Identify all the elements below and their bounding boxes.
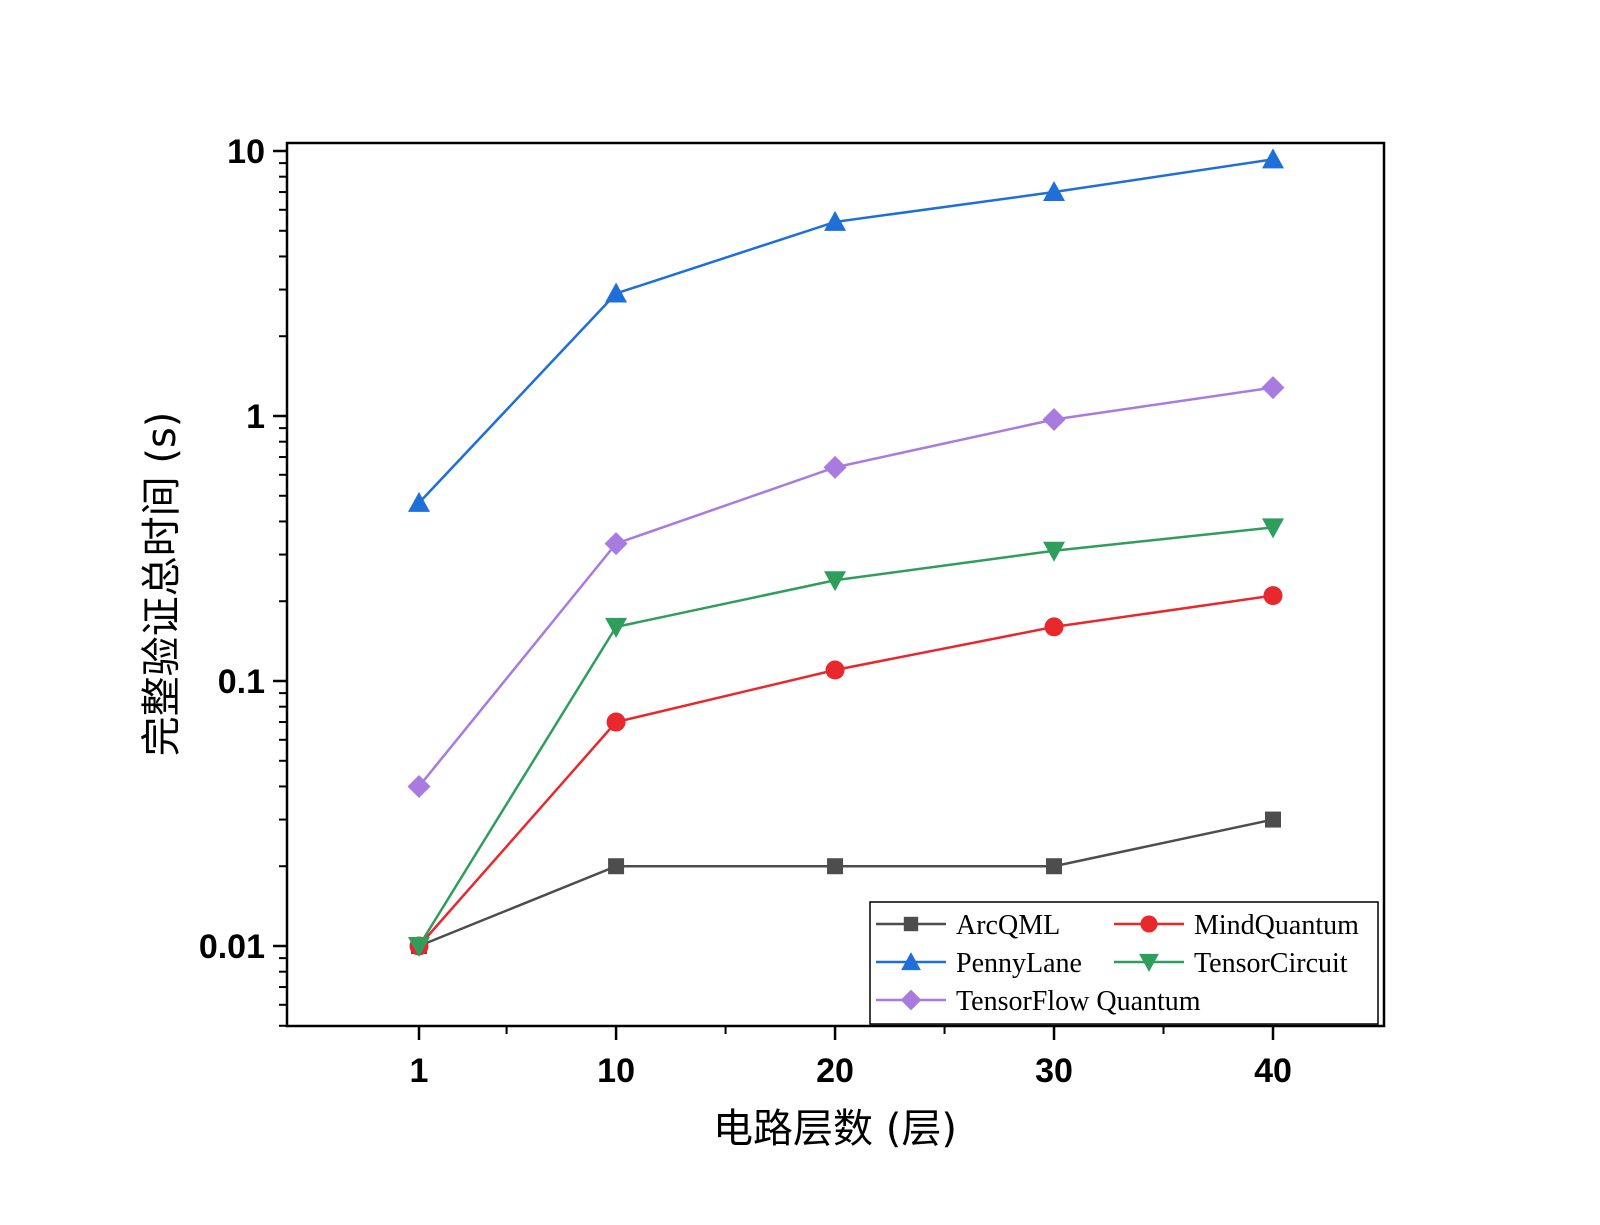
- legend-label: MindQuantum: [1194, 910, 1359, 941]
- series-line-tensorcircuit: [417, 526, 1274, 947]
- data-point-arcqml: [1046, 858, 1063, 875]
- data-point-tensorcircuit: [824, 571, 847, 592]
- data-point-arcqml: [1265, 811, 1281, 828]
- data-point-tensorcircuit: [1262, 518, 1284, 539]
- y-axis-title: 完整验证总时间 (s): [139, 412, 185, 757]
- data-point-pennylane: [824, 210, 847, 231]
- data-point-mindquantum: [606, 712, 626, 732]
- y-tick-label: 10: [227, 133, 265, 171]
- legend-item-arcqml: ArcQML: [876, 910, 1060, 941]
- ticks-layer: 0.01 0.1 1 10 1 10 20 30 40: [199, 133, 1292, 1090]
- legend: ArcQML MindQuantum PennyLane TensorCircuit T…: [869, 901, 1379, 1025]
- x-tick-label: 40: [1254, 1052, 1292, 1090]
- legend-item-tensorflow-quantum: TensorFlow Quantum: [876, 986, 1201, 1017]
- data-point-mindquantum: [825, 660, 845, 680]
- legend-item-pennylane: PennyLane: [876, 948, 1082, 979]
- legend-label: TensorCircuit: [1194, 948, 1348, 979]
- y-tick-label: 1: [246, 398, 265, 436]
- y-tick-label: 0.01: [199, 928, 265, 966]
- x-tick-label: 10: [597, 1052, 635, 1090]
- legend-marker: [901, 952, 921, 971]
- series-line-tensorflow-quantum: [418, 386, 1274, 788]
- data-point-mindquantum: [1263, 586, 1283, 606]
- legend-label: TensorFlow Quantum: [956, 986, 1201, 1017]
- x-axis-title: 电路层数 (层): [713, 1106, 957, 1152]
- x-tick-label: 1: [410, 1052, 429, 1090]
- legend-marker: [1139, 953, 1159, 972]
- legend-marker: [900, 989, 922, 1011]
- data-point-tensorcircuit: [408, 937, 430, 957]
- data-point-arcqml: [827, 858, 844, 875]
- legend-marker: [1140, 915, 1158, 933]
- legend-item-tensorcircuit: TensorCircuit: [1114, 948, 1348, 979]
- data-point-pennylane: [1262, 148, 1284, 169]
- data-point-arcqml: [608, 858, 625, 875]
- y-tick-label: 0.1: [218, 663, 265, 701]
- data-point-mindquantum: [1044, 617, 1064, 637]
- series-line-pennylane: [418, 158, 1274, 504]
- data-point-tensorflow-quantum: [823, 455, 847, 479]
- legend-item-mindquantum: MindQuantum: [1114, 910, 1359, 941]
- data-point-pennylane: [605, 282, 628, 303]
- legend-marker: [903, 916, 919, 932]
- series-pennylane: [408, 148, 1284, 512]
- data-point-pennylane: [1043, 181, 1066, 202]
- data-point-tensorcircuit: [605, 617, 628, 638]
- data-point-tensorflow-quantum: [604, 532, 628, 556]
- data-point-pennylane: [408, 491, 430, 512]
- series-tensorflow-quantum: [407, 376, 1285, 798]
- series-layer: [407, 148, 1285, 957]
- legend-label: PennyLane: [956, 948, 1082, 979]
- data-point-tensorflow-quantum: [1261, 376, 1285, 400]
- series-tensorcircuit: [408, 518, 1284, 957]
- series-mindquantum: [409, 586, 1283, 956]
- data-point-tensorflow-quantum: [407, 774, 431, 798]
- x-tick-label: 20: [816, 1052, 854, 1090]
- legend-label: ArcQML: [956, 910, 1060, 941]
- x-tick-label: 30: [1035, 1052, 1073, 1090]
- data-point-tensorflow-quantum: [1042, 408, 1066, 432]
- data-point-tensorcircuit: [1043, 541, 1066, 562]
